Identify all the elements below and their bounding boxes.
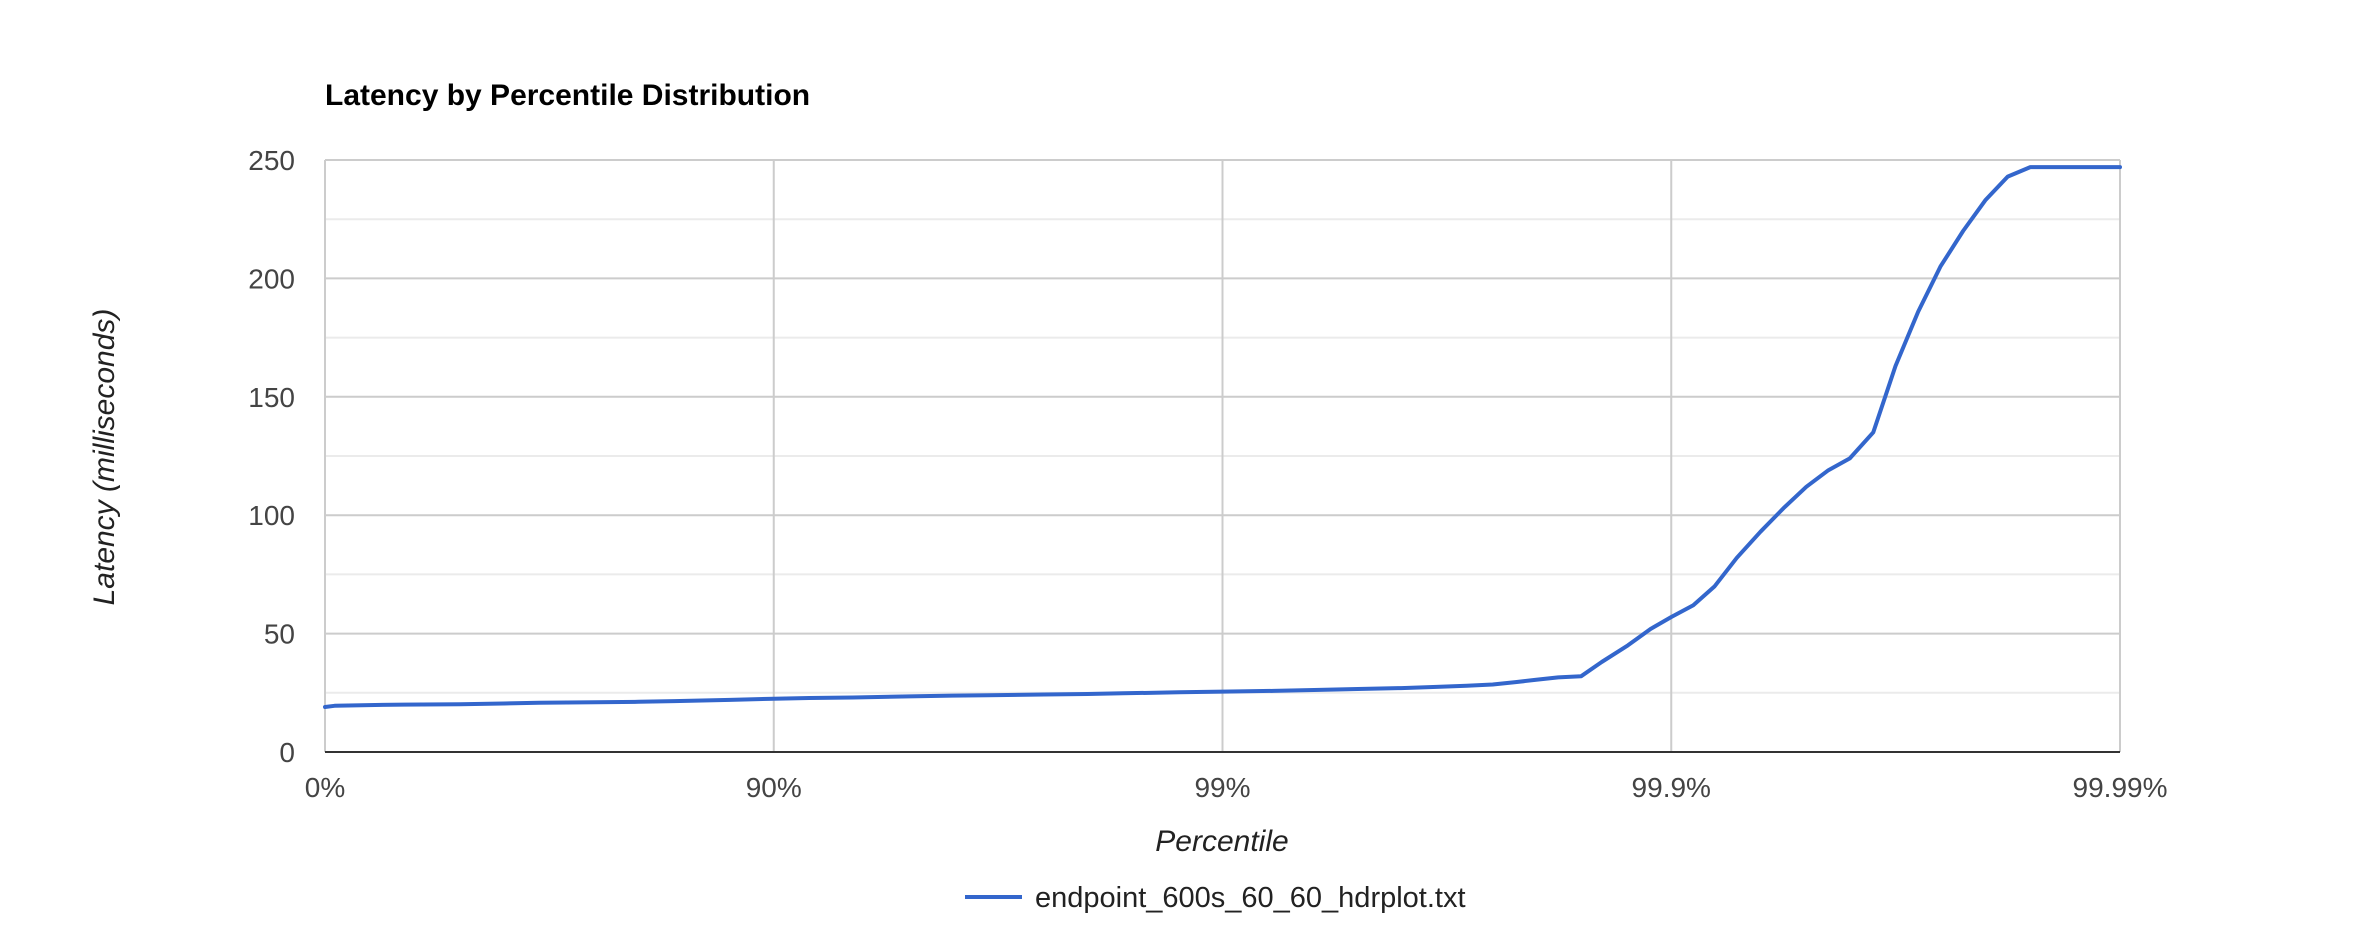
legend[interactable]: endpoint_600s_60_60_hdrplot.txt: [965, 882, 1466, 914]
x-tick-label: 0%: [305, 772, 345, 803]
x-tick-label: 90%: [746, 772, 802, 803]
y-tick-label: 50: [264, 619, 295, 650]
x-tick-label: 99.99%: [2073, 772, 2168, 803]
ticks-layer: 0 50 100 150 200 250 0% 90% 99% 99.9% 99.99%: [248, 145, 2167, 803]
series-line: [323, 165, 2122, 709]
y-axis-title: Latency (milliseconds): [88, 309, 121, 606]
y-tick-label: 0: [279, 737, 295, 768]
y-tick-label: 150: [248, 382, 295, 413]
y-tick-label: 250: [248, 145, 295, 176]
series-layer: [323, 165, 2122, 709]
x-tick-label: 99.9%: [1632, 772, 1711, 803]
legend-label: endpoint_600s_60_60_hdrplot.txt: [1035, 882, 1466, 914]
y-tick-label: 200: [248, 263, 295, 294]
chart-title: Latency by Percentile Distribution: [325, 79, 810, 112]
y-tick-label: 100: [248, 500, 295, 531]
grid-layer: [324, 159, 2121, 752]
x-tick-label: 99%: [1194, 772, 1250, 803]
x-axis-title: Percentile: [1155, 825, 1288, 858]
